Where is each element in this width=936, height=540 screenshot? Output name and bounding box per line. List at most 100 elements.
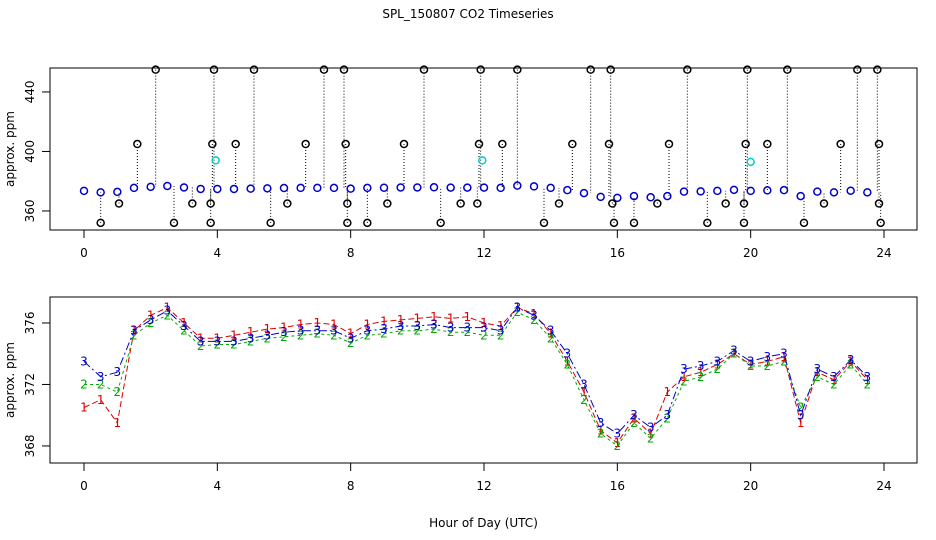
point-marker: 2 — [280, 330, 288, 344]
outlier-point — [604, 139, 614, 149]
outlier-point — [739, 199, 749, 208]
y-tick-label: 400 — [23, 140, 37, 163]
data-point — [346, 184, 355, 193]
point-marker: 2 — [214, 337, 222, 351]
data-point — [196, 184, 205, 194]
point-marker: 3 — [514, 301, 522, 315]
x-tick-label: 4 — [214, 479, 222, 493]
point-marker: 1 — [380, 314, 388, 328]
data-point — [179, 183, 189, 192]
outlier-point — [169, 218, 179, 228]
point-marker: 1 — [630, 411, 638, 425]
point-marker: 1 — [297, 318, 305, 332]
point-marker: 3 — [130, 324, 138, 338]
outlier-point — [319, 65, 329, 74]
x-tick-label: 20 — [743, 479, 758, 493]
outlier-point — [783, 65, 792, 74]
data-point — [146, 182, 155, 192]
point-marker: 1 — [780, 350, 788, 364]
point-marker: 3 — [114, 365, 122, 379]
point-marker: 1 — [330, 318, 338, 332]
outlier-point — [419, 65, 429, 74]
point-marker: 3 — [230, 334, 238, 348]
data-point — [613, 193, 622, 203]
point-marker: 1 — [714, 357, 722, 371]
data-point — [246, 184, 255, 193]
outlier-point — [209, 65, 219, 74]
outlier-point — [799, 218, 809, 228]
point-marker: 2 — [747, 359, 755, 373]
point-marker: 2 — [130, 328, 138, 342]
point-marker: 2 — [797, 401, 805, 415]
point-marker: 3 — [347, 331, 355, 345]
point-marker: 1 — [247, 325, 255, 339]
point-marker: 3 — [647, 420, 655, 434]
x-tick-label: 24 — [876, 246, 891, 260]
point-marker: 2 — [364, 328, 372, 342]
point-marker: 3 — [430, 318, 438, 332]
outlier-point — [568, 139, 577, 149]
point-marker: 2 — [447, 325, 455, 339]
outlier-point — [476, 65, 485, 74]
point-marker: 3 — [280, 325, 288, 339]
point-marker: 1 — [747, 357, 755, 371]
x-tick-label: 12 — [476, 479, 491, 493]
point-marker: 1 — [830, 373, 838, 387]
data-point — [729, 185, 739, 195]
data-point — [829, 188, 839, 197]
x-tick-label: 8 — [347, 246, 355, 260]
point-marker: 1 — [847, 354, 855, 368]
point-marker: 3 — [180, 319, 188, 333]
point-marker: 1 — [547, 327, 555, 341]
point-marker: 1 — [447, 311, 455, 325]
data-point — [463, 183, 472, 192]
point-marker: 1 — [580, 385, 588, 399]
outlier-point — [743, 65, 752, 74]
data-point — [563, 185, 572, 195]
data-point — [696, 187, 705, 196]
point-marker: 3 — [547, 324, 555, 338]
point-marker: 1 — [80, 401, 88, 415]
point-marker: 1 — [314, 316, 322, 330]
outlier-point — [554, 199, 564, 208]
point-marker: 2 — [647, 431, 655, 445]
point-marker: 1 — [564, 354, 572, 368]
data-point — [663, 191, 672, 201]
outlier-point — [721, 199, 730, 208]
point-marker: 3 — [564, 347, 572, 361]
point-marker: 1 — [147, 308, 155, 322]
outlier-point — [629, 218, 639, 228]
point-marker: 3 — [147, 313, 155, 327]
data-point — [213, 184, 222, 194]
point-marker: 3 — [380, 322, 388, 336]
point-marker: 1 — [497, 319, 505, 333]
point-marker: 3 — [164, 304, 172, 318]
point-marker: 1 — [230, 328, 238, 342]
outlier-point — [266, 218, 275, 228]
point-marker: 3 — [747, 354, 755, 368]
point-marker: 2 — [330, 328, 338, 342]
point-marker: 3 — [814, 362, 822, 376]
outlier-point — [133, 139, 142, 149]
outlier-point — [608, 199, 617, 208]
point-marker: 2 — [297, 328, 305, 342]
point-marker: 1 — [464, 310, 472, 324]
data-point — [529, 182, 539, 191]
outlier-point — [473, 199, 482, 208]
outlier-point — [664, 139, 674, 149]
point-marker: 3 — [314, 324, 322, 338]
point-marker: 1 — [797, 416, 805, 430]
point-marker: 2 — [514, 305, 522, 319]
point-marker: 1 — [430, 310, 438, 324]
outlier-point — [876, 218, 885, 228]
point-marker: 1 — [597, 424, 605, 438]
point-marker: 2 — [197, 339, 205, 353]
chart-title: SPL_150807 CO2 Timeseries — [382, 7, 553, 21]
outlier-point — [741, 139, 750, 149]
data-point — [446, 183, 455, 192]
point-marker: 2 — [247, 334, 255, 348]
x-tick-label: 0 — [80, 479, 88, 493]
point-marker: 3 — [680, 362, 688, 376]
point-marker: 3 — [730, 344, 738, 358]
